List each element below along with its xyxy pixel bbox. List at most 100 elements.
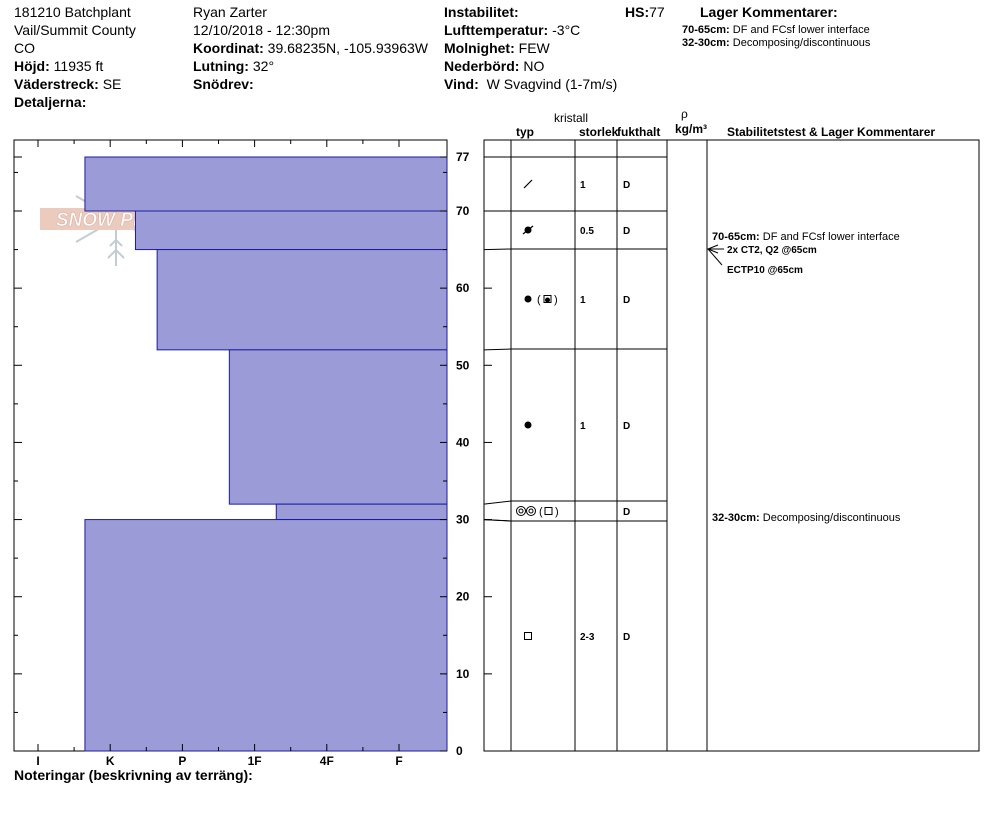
rounded-grain-icon bbox=[545, 297, 550, 303]
aspect-row: Väderstreck: SE bbox=[14, 76, 121, 92]
layer-comment: 32-30cm: Decomposing/discontinuous bbox=[712, 512, 901, 524]
air-temp-label: Lufttemperatur: bbox=[444, 22, 549, 38]
paren-icon: ( bbox=[537, 294, 541, 306]
aspect-value: SE bbox=[102, 76, 122, 92]
moisture-value: D bbox=[623, 421, 630, 432]
wind-value: W Svagvind (1-7m/s) bbox=[486, 76, 618, 92]
layer-comment-range: 32-30cm: bbox=[682, 37, 730, 49]
grain-size-value: 2-3 bbox=[580, 632, 595, 643]
observation-datetime: 12/10/2018 - 12:30pm bbox=[193, 22, 330, 38]
layer-comment-text: DF and FCsf lower interface bbox=[732, 24, 870, 36]
col-stability: Stabilitetstest & Lager Kommentarer bbox=[727, 125, 936, 139]
hardness-axis: I K P 1F 4F F bbox=[36, 140, 403, 768]
moisture-value: D bbox=[623, 226, 630, 237]
details-label: Detaljerna: bbox=[14, 94, 87, 110]
col-fukthalt: fukthalt bbox=[617, 125, 661, 139]
coordinate-row: Koordinat: 39.68235N, -105.93963W bbox=[193, 40, 428, 56]
faceted-grain-icon bbox=[524, 632, 532, 640]
notes-label: Noteringar (beskrivning av terräng): bbox=[14, 767, 253, 783]
paren-icon: ( bbox=[539, 506, 543, 518]
layer-row: 2-3 D bbox=[524, 632, 630, 643]
slope-value: 32° bbox=[252, 58, 275, 74]
grain-size-value: 1 bbox=[580, 180, 586, 191]
layer-rows: 1 D0.5 D() 1 D1 D() D2-3 D bbox=[483, 156, 667, 643]
stability-annotations: 2x CT2, Q2 @65cm ECTP10 @65cm 70-65cm: DF … bbox=[706, 231, 901, 524]
hardness-bar bbox=[156, 249, 448, 351]
observer-name: Ryan Zarter bbox=[193, 4, 267, 20]
col-typ: typ bbox=[516, 125, 534, 139]
faceted-grain-icon bbox=[544, 507, 553, 515]
air-temp-value: -3°C bbox=[552, 22, 581, 38]
layer-comment-1: 70-65cm: DF and FCsf lower interface bbox=[682, 24, 870, 37]
hardness-bar bbox=[134, 210, 448, 251]
rounded-grain-icon bbox=[524, 295, 532, 303]
hardness-tick-label: K bbox=[106, 754, 115, 768]
layer-comment-range: 32-30cm: bbox=[712, 512, 763, 524]
cloud-value: FEW bbox=[518, 40, 550, 56]
hardness-tick-label: 4F bbox=[320, 754, 334, 768]
instability-label: Instabilitet: bbox=[444, 4, 519, 20]
hardness-bar bbox=[275, 503, 448, 521]
stability-test: 2x CT2, Q2 @65cm bbox=[727, 245, 817, 256]
rounded-grain-icon bbox=[524, 421, 532, 429]
hardness-bar bbox=[228, 349, 448, 505]
row-connector bbox=[483, 348, 512, 351]
melt-grain-icon bbox=[528, 508, 534, 514]
slope-label: Lutning: bbox=[193, 58, 249, 74]
decomposing-grain-icon bbox=[522, 225, 534, 235]
hardness-bar bbox=[84, 156, 448, 212]
layer-comment-text: Decomposing/discontinuous bbox=[763, 512, 901, 524]
depth-tick-label: 77 bbox=[456, 150, 470, 164]
row-connector bbox=[483, 248, 512, 251]
melt-grain-icon bbox=[516, 506, 526, 516]
depth-tick-label: 50 bbox=[456, 358, 470, 372]
depth-tick-label: 40 bbox=[456, 435, 470, 449]
slope-row: Lutning: 32° bbox=[193, 58, 274, 74]
layer-comment-range: 70-65cm: bbox=[712, 231, 763, 243]
air-temp-row: Lufttemperatur: -3°C bbox=[444, 22, 580, 38]
depth-tick-label: 60 bbox=[456, 281, 470, 295]
cloud-label: Molnighet: bbox=[444, 40, 515, 56]
layer-row: () 1 D bbox=[524, 294, 630, 306]
layer-comment-text: Decomposing/discontinuous bbox=[732, 37, 871, 49]
hardness-tick-label: I bbox=[36, 754, 39, 768]
wind-label: Vind: bbox=[444, 76, 479, 92]
precip-row: Nederbörd: NO bbox=[444, 58, 544, 74]
precip-value: NO bbox=[523, 58, 545, 74]
depth-tick-label: 20 bbox=[456, 590, 470, 604]
hs-label: HS: bbox=[625, 4, 650, 20]
grain-size-value: 1 bbox=[580, 421, 586, 432]
paren-icon: ) bbox=[554, 294, 558, 306]
layer-row: 0.5 D bbox=[522, 225, 630, 237]
depth-tick-label: 10 bbox=[456, 667, 470, 681]
site-region: Vail/Summit County bbox=[14, 22, 136, 38]
depth-axis: 0 10 20 30 40 50 60 70 77 bbox=[14, 150, 492, 758]
layer-comment-text: DF and FCsf lower interface bbox=[763, 231, 900, 243]
hardness-tick-label: P bbox=[178, 754, 186, 768]
hardness-tick-label: F bbox=[395, 754, 402, 768]
grain-size-value: 1 bbox=[580, 295, 586, 306]
grain-table-frame bbox=[483, 139, 980, 752]
aspect-label: Väderstreck: bbox=[14, 76, 99, 92]
paren-icon: ) bbox=[555, 506, 559, 518]
wind-row: Vind: W Svagvind (1-7m/s) bbox=[444, 76, 617, 92]
col-rho: ρ bbox=[681, 107, 688, 121]
coordinate-value: 39.68235N, -105.93963W bbox=[267, 40, 428, 56]
coordinate-label: Koordinat: bbox=[193, 40, 264, 56]
hs-row: HS:77 bbox=[625, 4, 665, 20]
depth-tick-label: 30 bbox=[456, 513, 470, 527]
site-state: CO bbox=[14, 40, 35, 56]
arrow-line bbox=[707, 248, 723, 266]
hs-value: 77 bbox=[649, 4, 665, 20]
row-connector bbox=[483, 519, 512, 522]
cloud-row: Molnighet: FEW bbox=[444, 40, 550, 56]
col-kristall: kristall bbox=[554, 111, 589, 125]
decomposing-grain-icon bbox=[523, 179, 533, 189]
melt-grain-icon bbox=[518, 508, 524, 514]
row-connector bbox=[483, 500, 512, 505]
layer-comment: 70-65cm: DF and FCsf lower interface bbox=[712, 231, 900, 243]
layer-comment-range: 70-65cm: bbox=[682, 24, 730, 36]
snowdrift-label: Snödrev: bbox=[193, 76, 254, 92]
